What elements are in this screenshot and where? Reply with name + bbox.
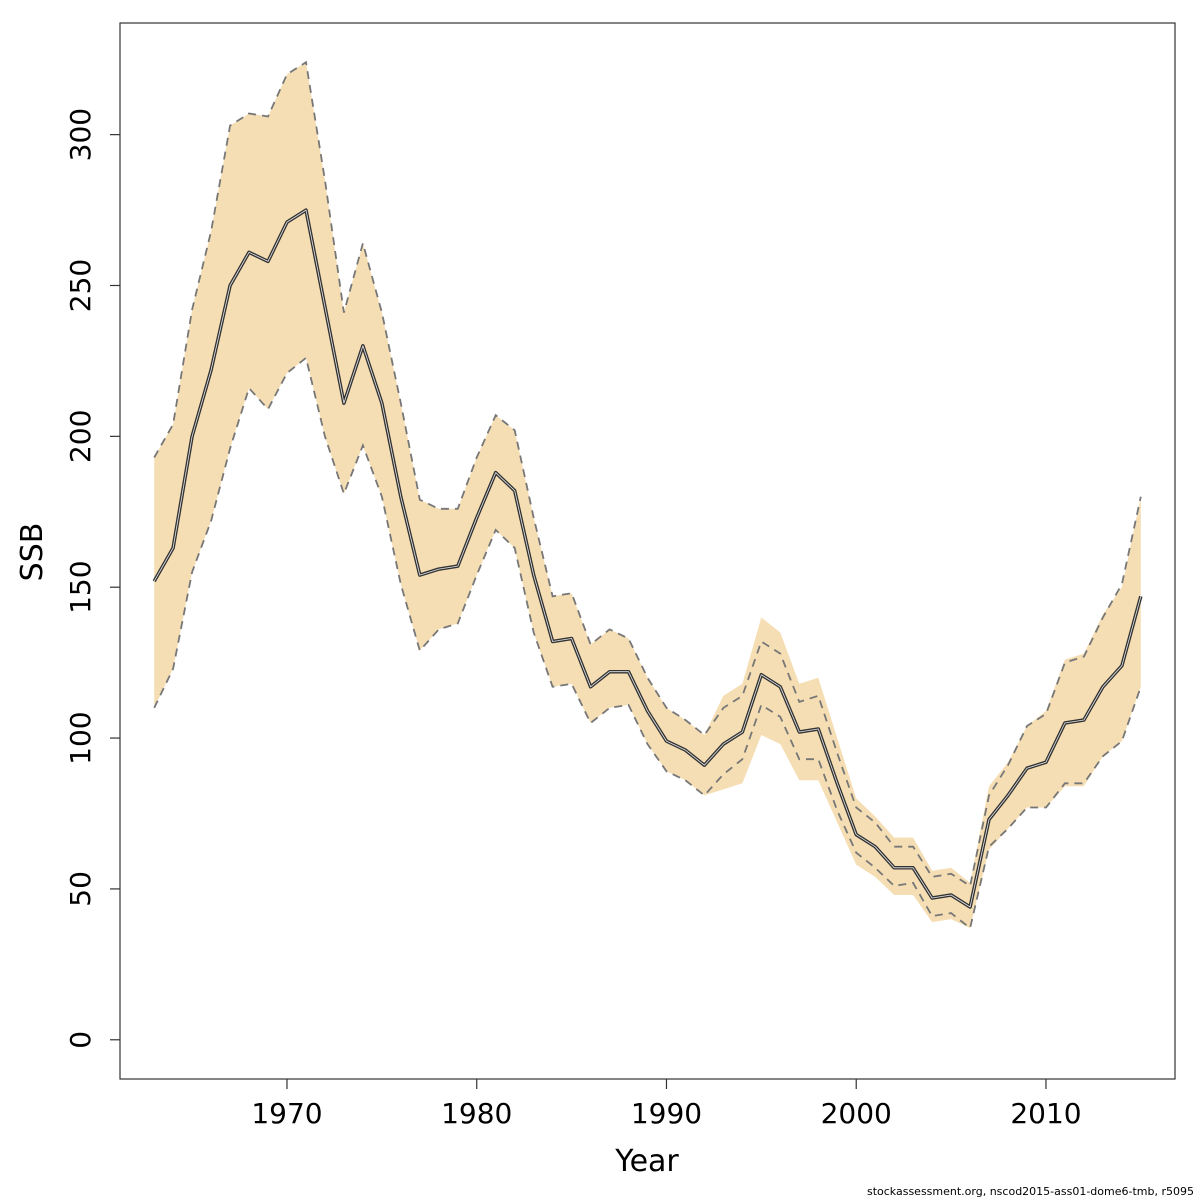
confidence-band bbox=[154, 62, 1141, 929]
upper-ci-line bbox=[153, 60, 1142, 888]
plot-frame bbox=[119, 22, 1176, 1080]
footer-credit: stockassessment.org, nscod2015-ass01-dom… bbox=[866, 1185, 1194, 1198]
x-tick-label: 1990 bbox=[631, 1097, 702, 1130]
ssb-estimate-line-core bbox=[153, 209, 1142, 908]
y-tick-label: 50 bbox=[64, 871, 97, 907]
x-tick-label: 2010 bbox=[1010, 1097, 1081, 1130]
y-tick-label: 200 bbox=[64, 410, 97, 463]
lower-ci-line bbox=[153, 356, 1142, 930]
x-tick-label: 1970 bbox=[251, 1097, 322, 1130]
x-axis-title: Year bbox=[614, 1144, 679, 1179]
y-tick-label: 250 bbox=[64, 259, 97, 312]
y-tick-label: 150 bbox=[64, 560, 97, 613]
y-tick-label: 0 bbox=[64, 1031, 97, 1049]
x-tick-label: 2000 bbox=[821, 1097, 892, 1130]
y-axis-title: SSB bbox=[15, 523, 50, 582]
y-tick-label: 300 bbox=[64, 108, 97, 161]
y-tick-label: 100 bbox=[64, 711, 97, 764]
x-tick-label: 1980 bbox=[441, 1097, 512, 1130]
